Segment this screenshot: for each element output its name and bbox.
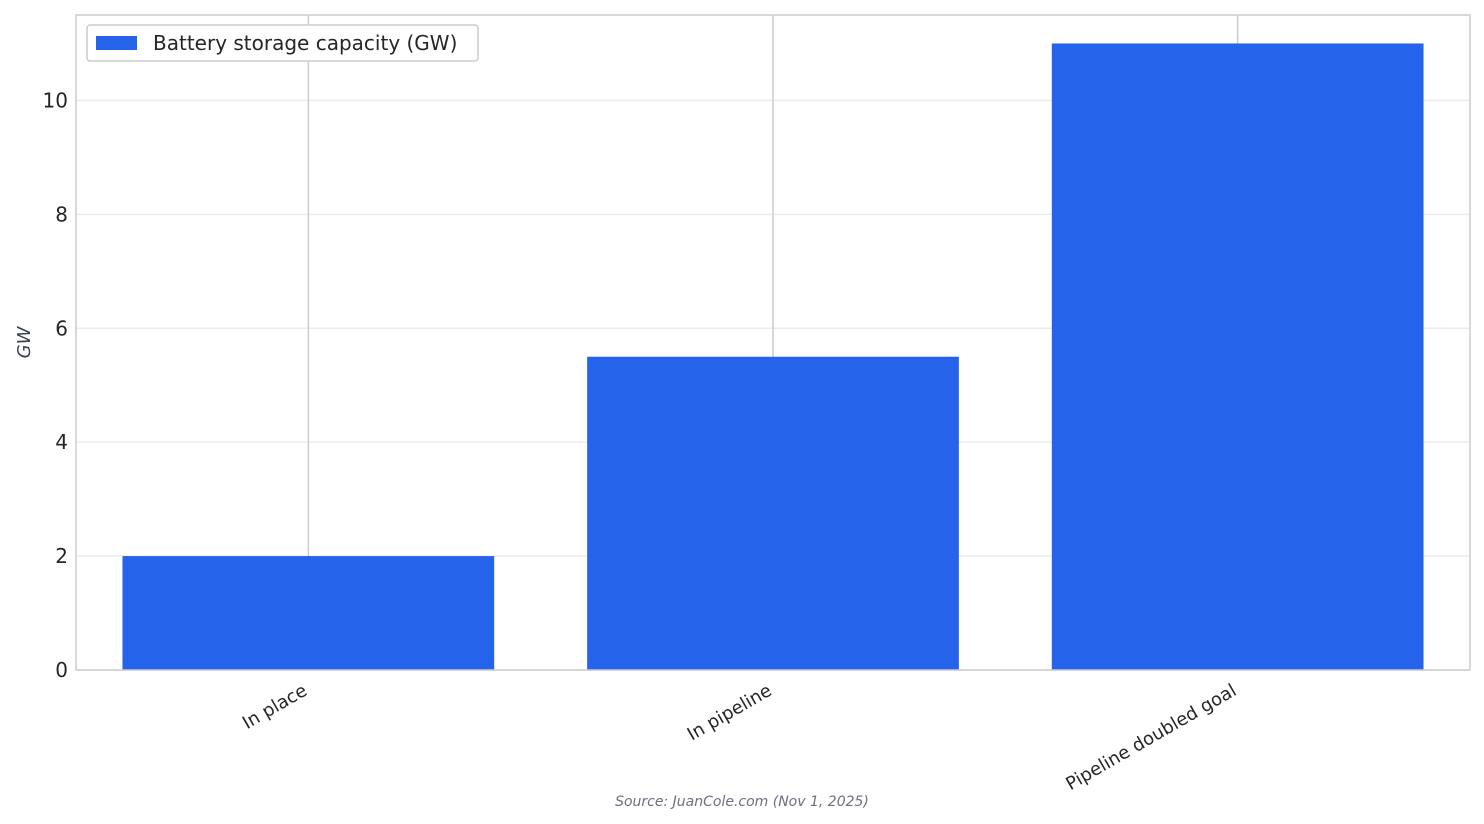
y-tick-label: 4 <box>55 430 68 454</box>
x-tick-label: In place <box>239 680 311 734</box>
legend-box <box>86 24 479 62</box>
x-tick-labels: In place In pipeline Pipeline doubled goal <box>239 680 1240 795</box>
bar <box>122 556 495 670</box>
y-tick-label: 8 <box>55 202 68 226</box>
bar <box>1051 43 1424 670</box>
plot-frame <box>75 14 1471 671</box>
legend-swatch <box>96 36 137 50</box>
x-tick-label: Pipeline doubled goal <box>1062 680 1240 795</box>
y-tick-label: 6 <box>55 316 68 340</box>
y-axis-label: GW <box>14 325 35 358</box>
y-tick-label: 10 <box>43 88 68 112</box>
bars-layer <box>122 43 1424 670</box>
y-tick-labels: 0 2 4 6 8 10 <box>43 88 68 682</box>
x-tick-label: In pipeline <box>684 680 776 745</box>
legend-label: Battery storage capacity (GW) <box>153 31 457 55</box>
y-tick-label: 0 <box>55 658 68 682</box>
bar <box>587 356 959 670</box>
source-note: Source: JuanCole.com (Nov 1, 2025) <box>615 794 869 810</box>
y-tick-label: 2 <box>55 544 68 568</box>
legend: Battery storage capacity (GW) <box>86 24 479 62</box>
